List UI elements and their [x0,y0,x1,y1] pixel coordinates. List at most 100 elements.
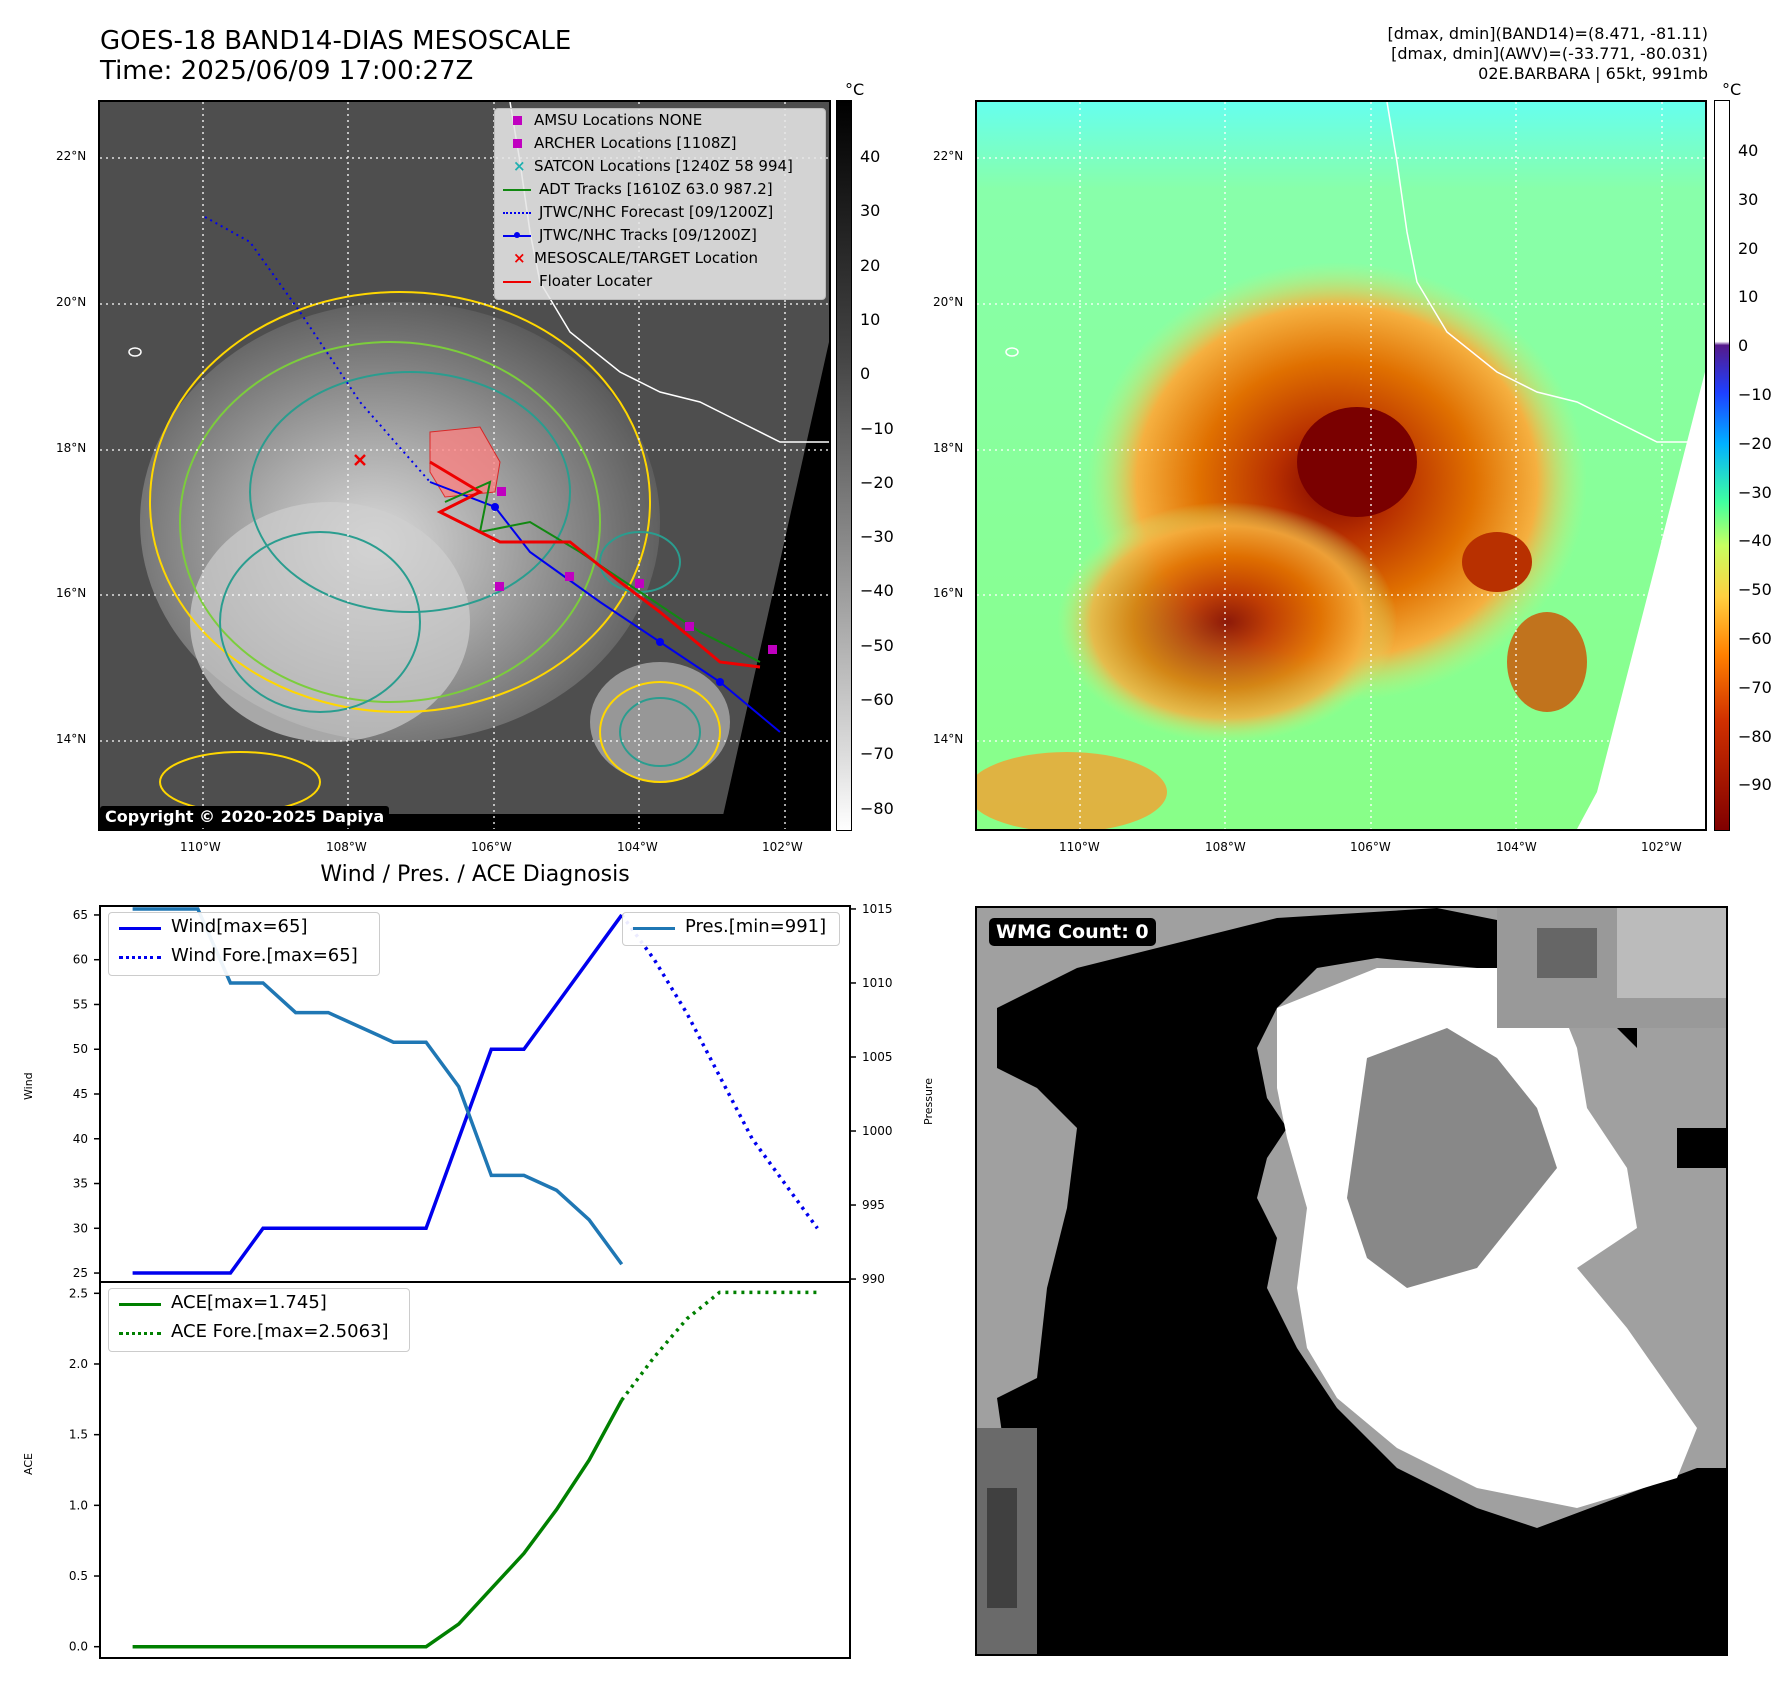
y-tick-label: 0.0 [69,1640,88,1654]
map-legend: AMSU Locations NONE ARCHER Locations [11… [494,108,826,300]
ace-axis-label: ACE [22,1453,35,1475]
legend-item-archer: ARCHER Locations [1108Z] [503,134,737,152]
band14-map-panel: Copyright © 2020-2025 Dapiya AMSU Locati… [98,100,831,831]
colorbar-tick: 20 [1738,238,1759,258]
lat-tick: 14°N [933,732,964,746]
wmg-count-badge: WMG Count: 0 [989,918,1156,946]
lat-tick: 18°N [56,441,87,455]
lon-tick: 106°W [1350,840,1391,854]
lon-tick: 102°W [1641,840,1682,854]
info-awv: [dmax, dmin](AWV)=(-33.771, -80.031) [1391,44,1708,63]
series-line [132,1399,624,1649]
legend-label: MESOSCALE/TARGET Location [534,249,759,267]
ace-legend: ACE[max=1.745] ACE Fore.[max=2.5063] [108,1288,410,1352]
y-tick-label: 0.5 [69,1569,88,1583]
colorbar-tick: −50 [860,635,894,655]
y-tick-label: 40 [73,1132,88,1146]
colorbar-tick: −20 [860,472,894,492]
y-tick-label: 65 [73,908,88,922]
colorbar-unit: °C [1722,80,1742,99]
colorbar-tick: 30 [1738,189,1759,209]
awv-image [977,102,1705,829]
series-line [132,913,624,1275]
legend-label: ACE Fore.[max=2.5063] [171,1321,389,1342]
y2-tick-label: 995 [862,1198,885,1212]
colorbar-tick: −80 [1738,726,1772,746]
legend-label: JTWC/NHC Forecast [09/1200Z] [539,203,774,221]
legend-label: Pres.[min=991] [685,916,827,937]
info-band14: [dmax, dmin](BAND14)=(8.471, -81.11) [1387,24,1709,43]
chart-time: Time: 2025/06/09 17:00:27Z [100,56,474,86]
colorbar-tick: 30 [860,201,881,221]
y-tick-label: 1.0 [69,1498,88,1512]
awv-colorbar [1714,100,1730,831]
lat-tick: 22°N [933,149,964,163]
square-marker-icon [513,116,522,125]
y-tick-label: 45 [73,1087,88,1101]
wind-axis-label: Wind [22,1072,35,1100]
colorbar-tick: −40 [860,581,894,601]
colorbar-tick: −60 [860,690,894,709]
lat-tick: 16°N [933,586,964,600]
y2-tick-label: 1010 [862,976,893,990]
legend-item-tracks: JTWC/NHC Tracks [09/1200Z] [503,226,757,244]
colorbar-tick: −90 [1738,775,1772,795]
y-tick-label: 55 [73,997,88,1011]
colorbar-tick: −30 [860,527,894,547]
lat-tick: 22°N [56,149,87,163]
solid-line-icon [633,927,675,930]
y-tick-label: 1.5 [69,1428,88,1442]
series-line [620,913,819,1230]
y-tick-label: 25 [73,1266,88,1280]
lon-tick: 110°W [180,840,221,854]
y-tick-label: 50 [73,1042,88,1056]
lat-tick: 18°N [933,441,964,455]
dotted-line-icon [119,956,161,959]
colorbar-tick: −70 [1738,677,1772,697]
lat-tick: 14°N [56,732,87,746]
colorbar-tick: −30 [1738,482,1772,502]
line-marker-icon [503,188,531,191]
lon-tick: 104°W [617,840,658,854]
legend-item-satcon: × SATCON Locations [1240Z 58 994] [503,157,793,175]
colorbar-tick: 40 [1738,141,1759,160]
legend-item-forecast: JTWC/NHC Forecast [09/1200Z] [503,203,773,221]
lon-tick: 106°W [471,840,512,854]
legend-item-adt: ADT Tracks [1610Z 63.0 987.2] [503,180,773,198]
colorbar-tick: −70 [860,744,894,764]
solid-line-icon [119,1303,161,1306]
lon-tick: 108°W [1205,840,1246,854]
y2-tick-label: 1015 [862,902,893,916]
colorbar-tick: −10 [1738,385,1772,404]
colorbar-tick: −10 [860,418,894,438]
y-tick-label: 35 [73,1177,88,1191]
awv-map-panel [975,100,1707,831]
y2-tick-label: 990 [862,1272,885,1286]
copyright-badge: Copyright © 2020-2025 Dapiya [100,806,390,827]
colorbar-tick: 0 [1738,336,1749,356]
colorbar-tick: 10 [860,309,881,329]
y2-tick-label: 1000 [862,1124,893,1138]
x-marker-icon: × [513,249,526,267]
lon-tick: 110°W [1059,840,1100,854]
y2-tick-label: 1005 [862,1050,893,1064]
grayscale-colorbar [836,100,852,831]
colorbar-tick: 40 [860,147,881,166]
legend-label: JTWC/NHC Tracks [09/1200Z] [539,226,757,244]
y-tick-label: 60 [73,953,88,967]
y-tick-label: 30 [73,1221,88,1235]
y-tick-label: 2.5 [69,1286,88,1300]
legend-label: ARCHER Locations [1108Z] [534,134,737,152]
solid-line-icon [119,927,161,930]
legend-item-target: × MESOSCALE/TARGET Location [503,249,758,267]
lon-tick: 102°W [762,840,803,854]
lat-tick: 16°N [56,586,87,600]
colorbar-tick: 0 [860,364,871,384]
lat-tick: 20°N [56,295,87,309]
colorbar-tick: −80 [860,798,894,818]
colorbar-tick: 10 [1738,287,1759,307]
diagnosis-chart: 25 30 35 40 45 50 55 60 65 990 995 1000 1005 1010 1015… [69,902,893,1659]
colorbar-tick: 20 [860,255,881,275]
line-marker-icon [503,280,531,283]
lat-tick: 20°N [933,295,964,309]
